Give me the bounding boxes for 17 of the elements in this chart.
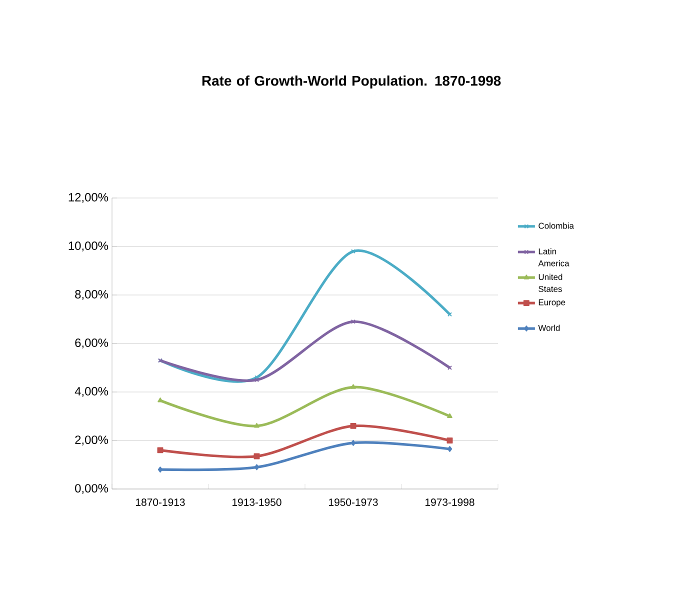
legend-label: World bbox=[538, 324, 560, 331]
legend-label: Latin America bbox=[538, 248, 570, 266]
x-tick-label: 1913-1950 bbox=[232, 498, 282, 506]
x-tick-label: 1950-1973 bbox=[329, 498, 378, 506]
x-tick-label: 1870-1913 bbox=[136, 498, 185, 506]
legend-label: United States bbox=[538, 274, 562, 292]
y-tick-label: 4,00% bbox=[74, 387, 108, 397]
y-tick-label: 2,00% bbox=[75, 436, 108, 446]
y-tick-label: 6,00% bbox=[75, 338, 108, 348]
legend-label: Europe bbox=[538, 299, 566, 307]
y-tick-label: 8,00% bbox=[75, 290, 108, 300]
x-tick-label: 1973-1998 bbox=[426, 498, 474, 506]
y-tick-label: 0,00% bbox=[75, 484, 108, 494]
y-tick-label: 10,00% bbox=[68, 242, 108, 252]
legend-label: Colombia bbox=[538, 222, 574, 229]
y-tick-label: 12,00% bbox=[68, 193, 108, 203]
chart-title: Rate of Growth-World Population. 1870-1998 bbox=[202, 75, 501, 88]
